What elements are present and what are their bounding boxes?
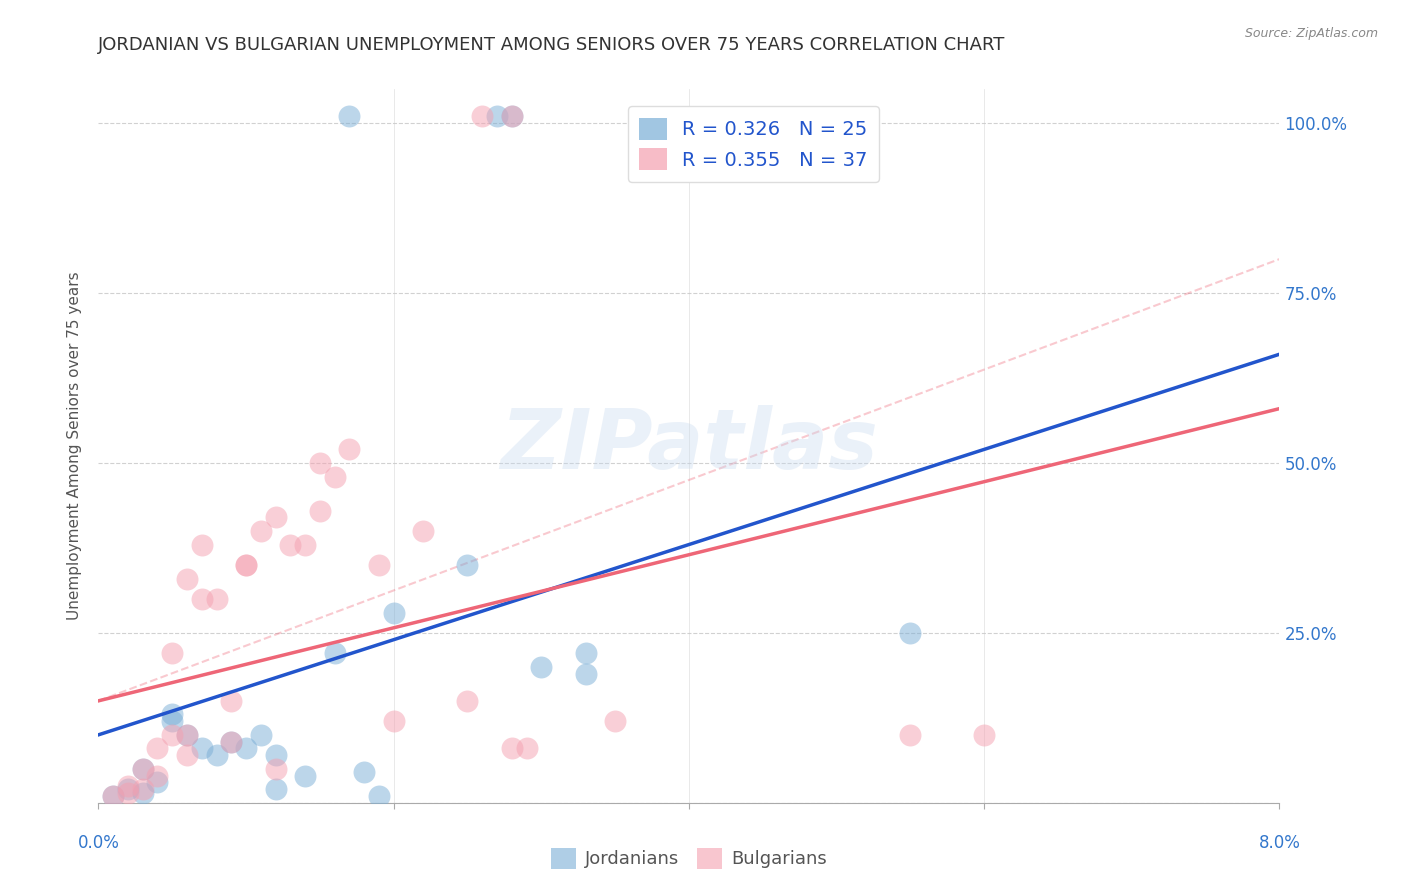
Point (308, 456, 332, 470)
Point (162, 728, 183, 742)
Point (250, 728, 273, 742)
Point (117, 782, 139, 797)
Point (294, 769, 316, 783)
Point (501, 109, 523, 123)
Point (235, 558, 257, 572)
Point (294, 537, 316, 551)
Point (117, 786, 139, 800)
Point (103, 789, 125, 803)
Point (501, 741, 523, 756)
Point (308, 503, 332, 517)
Point (146, 775, 169, 789)
Point (337, 109, 360, 123)
Point (471, 109, 494, 123)
Point (191, 741, 214, 756)
Point (205, 591, 228, 606)
Point (353, 765, 375, 780)
Point (382, 606, 405, 620)
Point (219, 694, 242, 708)
Point (382, 714, 405, 729)
Point (176, 572, 198, 586)
Point (250, 524, 273, 538)
Point (323, 646, 346, 660)
Point (162, 714, 183, 729)
Point (574, 666, 596, 681)
Point (191, 537, 214, 551)
Point (191, 591, 214, 606)
Point (146, 741, 169, 756)
Y-axis label: Unemployment Among Seniors over 75 years: Unemployment Among Seniors over 75 years (67, 272, 83, 620)
Point (132, 782, 155, 797)
Legend: Jordanians, Bulgarians: Jordanians, Bulgarians (543, 840, 835, 876)
Point (900, 728, 922, 742)
Point (176, 748, 198, 763)
Point (264, 510, 287, 524)
Point (176, 728, 198, 742)
Point (162, 646, 183, 660)
Point (235, 558, 257, 572)
Point (323, 469, 346, 483)
Text: JORDANIAN VS BULGARIAN UNEMPLOYMENT AMONG SENIORS OVER 75 YEARS CORRELATION CHAR: JORDANIAN VS BULGARIAN UNEMPLOYMENT AMON… (98, 36, 1005, 54)
Text: 8.0%: 8.0% (1258, 834, 1301, 852)
Point (235, 741, 257, 756)
Point (278, 537, 302, 551)
Point (605, 714, 627, 729)
Point (412, 524, 434, 538)
Point (973, 728, 995, 742)
Text: ZIPatlas: ZIPatlas (501, 406, 877, 486)
Point (367, 558, 389, 572)
Point (162, 707, 183, 722)
Point (574, 646, 596, 660)
Point (456, 694, 478, 708)
Point (485, 109, 508, 123)
Point (146, 769, 169, 783)
Point (456, 558, 478, 572)
Point (501, 109, 523, 123)
Point (515, 741, 537, 756)
Point (337, 442, 360, 457)
Point (132, 762, 155, 776)
Point (205, 748, 228, 763)
Point (132, 762, 155, 776)
Point (132, 786, 155, 800)
Text: Source: ZipAtlas.com: Source: ZipAtlas.com (1244, 27, 1378, 40)
Point (367, 789, 389, 803)
Point (264, 762, 287, 776)
Text: 0.0%: 0.0% (77, 834, 120, 852)
Point (176, 728, 198, 742)
Point (117, 779, 139, 793)
Point (219, 734, 242, 748)
Point (219, 734, 242, 748)
Point (530, 660, 553, 674)
Point (103, 789, 125, 803)
Point (264, 748, 287, 763)
Point (900, 626, 922, 640)
Point (264, 782, 287, 797)
